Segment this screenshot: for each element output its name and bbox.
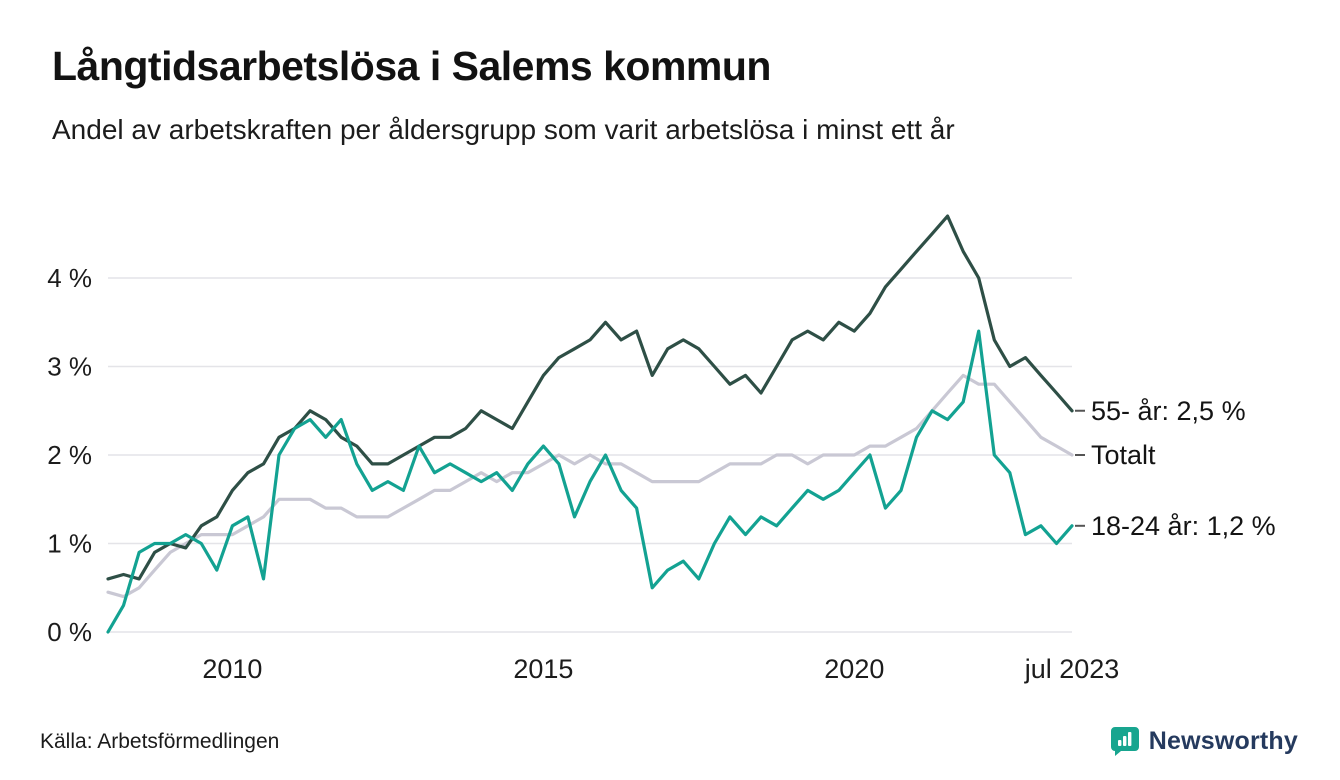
line-chart: 0 % 1 % 2 % 3 % 4 % 2010 2015 2020 jul 2023 Total… [47, 214, 1276, 684]
x-tick-label: 2020 [824, 654, 884, 684]
series-line-totalt [106, 373, 1074, 599]
page-title: Långtidsarbetslösa i Salems kommun [52, 43, 771, 89]
footer: Källa: Arbetsförmedlingen Newsworthy [0, 716, 1340, 780]
y-tick-label: 4 % [47, 263, 92, 293]
series-end-label: 18-24 år: 1,2 % [1091, 511, 1276, 541]
series-end-label: 55- år: 2,5 % [1091, 396, 1246, 426]
x-tick-label: 2010 [202, 654, 262, 684]
chart-header: Långtidsarbetslösa i Salems kommun Andel… [0, 0, 1340, 147]
y-tick-label: 3 % [47, 352, 92, 382]
series-line-55-r [106, 214, 1074, 581]
series-line-18-24-r [106, 329, 1074, 634]
x-tick-label: jul 2023 [1024, 654, 1120, 684]
series-end-label: Totalt [1091, 440, 1156, 470]
y-tick-label: 2 % [47, 440, 92, 470]
y-tick-label: 1 % [47, 529, 92, 559]
chart-area: 0 % 1 % 2 % 3 % 4 % 2010 2015 2020 jul 2023 Total… [0, 182, 1340, 702]
x-tick-label: 2015 [513, 654, 573, 684]
brand-name: Newsworthy [1148, 726, 1298, 755]
newsworthy-icon [1110, 727, 1139, 756]
y-tick-label: 0 % [47, 617, 92, 647]
page-subtitle: Andel av arbetskraften per åldersgrupp s… [52, 114, 955, 146]
brand-logo: Newsworthy [1110, 726, 1298, 756]
source-text: Källa: Arbetsförmedlingen [40, 730, 280, 753]
